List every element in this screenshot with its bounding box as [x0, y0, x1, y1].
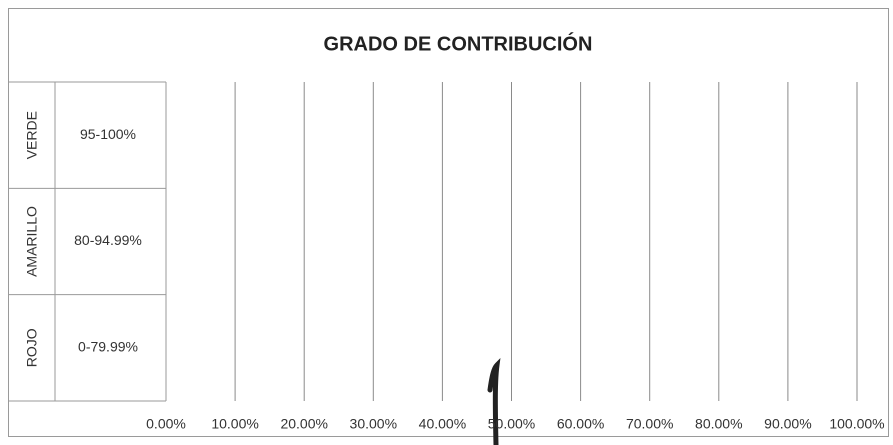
- x-tick-label: 70.00%: [626, 416, 673, 432]
- range-label: 95-100%: [80, 126, 136, 142]
- x-tick-label: 100.00%: [829, 416, 884, 432]
- category-label: AMARILLO: [24, 206, 40, 277]
- category-label: ROJO: [24, 328, 40, 367]
- x-tick-label: 0.00%: [146, 416, 186, 432]
- x-tick-label: 90.00%: [764, 416, 811, 432]
- category-label: VERDE: [24, 111, 40, 159]
- x-tick-label: 50.00%: [488, 416, 535, 432]
- x-tick-label: 40.00%: [419, 416, 466, 432]
- chart-frame: [8, 8, 889, 437]
- x-tick-label: 80.00%: [695, 416, 742, 432]
- x-tick-label: 60.00%: [557, 416, 604, 432]
- x-tick-label: 20.00%: [280, 416, 327, 432]
- x-tick-label: 30.00%: [350, 416, 397, 432]
- x-tick-label: 10.00%: [211, 416, 258, 432]
- range-label: 0-79.99%: [78, 339, 138, 355]
- chart-title: GRADO DE CONTRIBUCIÓN: [324, 31, 593, 55]
- range-label: 80-94.99%: [74, 232, 142, 248]
- pen-mark: [487, 358, 501, 445]
